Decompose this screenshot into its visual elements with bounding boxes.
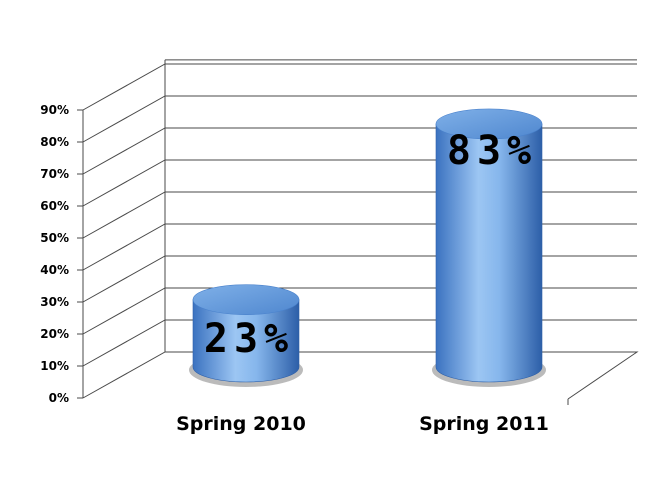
y-tick-label: 40% bbox=[40, 263, 69, 277]
y-tick-label: 80% bbox=[40, 135, 69, 149]
y-tick-label: 20% bbox=[40, 327, 69, 341]
y-tick-label: 50% bbox=[40, 231, 69, 245]
gridline bbox=[82, 127, 637, 175]
gridline bbox=[82, 159, 637, 207]
bar-top bbox=[192, 284, 300, 315]
category-label: Spring 2011 bbox=[419, 413, 549, 435]
y-tick-label: 10% bbox=[40, 359, 69, 373]
chart-floor bbox=[82, 351, 639, 400]
gridline bbox=[82, 223, 637, 271]
y-tick-label: 60% bbox=[40, 199, 69, 213]
data-label: 83% bbox=[447, 128, 537, 174]
bar-body bbox=[435, 123, 543, 383]
bar-spring-2010 bbox=[189, 284, 303, 387]
data-label: 23% bbox=[204, 316, 294, 362]
gridline bbox=[82, 255, 637, 303]
y-tick-label: 0% bbox=[49, 391, 69, 405]
bar-body bbox=[192, 299, 300, 383]
y-tick-label: 90% bbox=[40, 103, 69, 117]
gridline bbox=[82, 191, 637, 239]
gridline bbox=[82, 63, 637, 111]
gridline bbox=[82, 95, 637, 143]
y-tick-label: 70% bbox=[40, 167, 69, 181]
gridline bbox=[82, 287, 637, 335]
category-label: Spring 2010 bbox=[176, 413, 306, 435]
bar-top bbox=[435, 108, 543, 140]
bar-spring-2011 bbox=[432, 108, 546, 387]
gridline bbox=[82, 319, 637, 367]
y-tick-label: 30% bbox=[40, 295, 69, 309]
